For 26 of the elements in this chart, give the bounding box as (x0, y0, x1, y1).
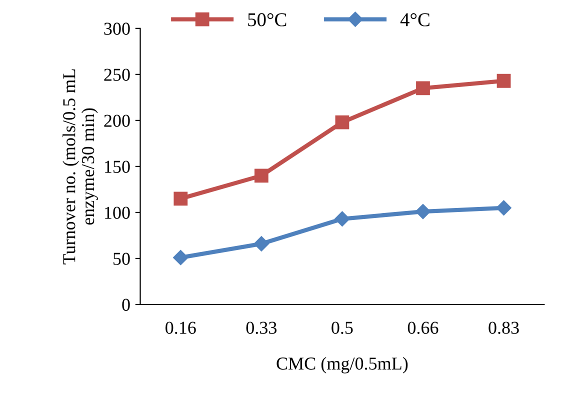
y-tick-label: 100 (105, 206, 130, 219)
x-axis-title: CMC (mg/0.5mL) (276, 356, 408, 374)
x-tick-label: 0.83 (488, 322, 519, 334)
x-tick-label: 0.16 (166, 322, 196, 334)
x-tick-label: 0.66 (408, 322, 438, 334)
legend-label: 4°C (400, 13, 430, 26)
point (496, 74, 511, 88)
point (174, 192, 188, 206)
point (416, 81, 430, 96)
y-tick-label: 300 (104, 22, 130, 35)
y-tick-label: 250 (104, 68, 130, 81)
point (415, 204, 431, 220)
point (173, 250, 188, 266)
y-tick-label: 150 (105, 160, 130, 173)
legend-label: 50°C (248, 13, 286, 26)
y-axis-title: Turnover no. (mols/0.5 mL enzyme/30 min) (62, 69, 98, 264)
point (335, 115, 350, 130)
x-tick-label: 0.33 (246, 322, 277, 334)
point (496, 200, 512, 216)
point (254, 236, 269, 252)
point (334, 211, 350, 226)
y-tick-label: 0 (122, 298, 130, 311)
y-tick-label: 50 (114, 252, 130, 265)
point (254, 168, 268, 183)
x-tick-label: 0.5 (332, 322, 353, 334)
y-tick-label: 200 (104, 114, 130, 127)
